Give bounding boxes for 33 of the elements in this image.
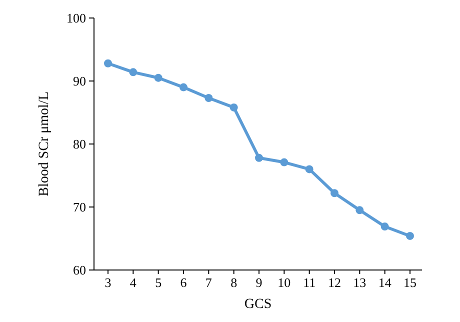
point	[255, 154, 263, 162]
point	[154, 74, 162, 82]
x-tick-label: 5	[155, 275, 162, 290]
y-tick-label: 80	[73, 136, 86, 152]
x-tick-label: 3	[104, 275, 112, 290]
point	[330, 189, 338, 198]
x-tick-label: 9	[256, 275, 262, 290]
x-axis-title: GCS	[244, 297, 272, 312]
point	[204, 94, 213, 102]
x-tick-label: 12	[328, 275, 341, 290]
point	[129, 68, 138, 76]
x-tick-label: 11	[303, 275, 316, 290]
point	[280, 158, 288, 166]
point	[104, 59, 112, 68]
point	[230, 103, 238, 112]
point	[180, 83, 188, 92]
y-tick-label: 100	[66, 10, 86, 26]
x-tick-label: 8	[230, 275, 238, 290]
x-tick-label: 13	[353, 275, 366, 290]
x-tick-label: 7	[205, 275, 212, 290]
y-tick-label: 60	[73, 262, 86, 278]
point	[380, 222, 389, 231]
y-axis-title: Blood SCr μmol/L	[37, 92, 52, 196]
point	[356, 206, 364, 214]
x-tick-label: 14	[378, 275, 392, 290]
x-tick-label: 10	[278, 275, 291, 290]
point	[305, 165, 314, 174]
x-tick-label: 4	[130, 275, 137, 290]
y-tick-label: 70	[73, 200, 86, 215]
x-tick-label: 15	[404, 275, 416, 290]
x-tick-label: 6	[180, 275, 188, 290]
point	[406, 232, 414, 240]
y-tick-label: 90	[73, 74, 86, 89]
